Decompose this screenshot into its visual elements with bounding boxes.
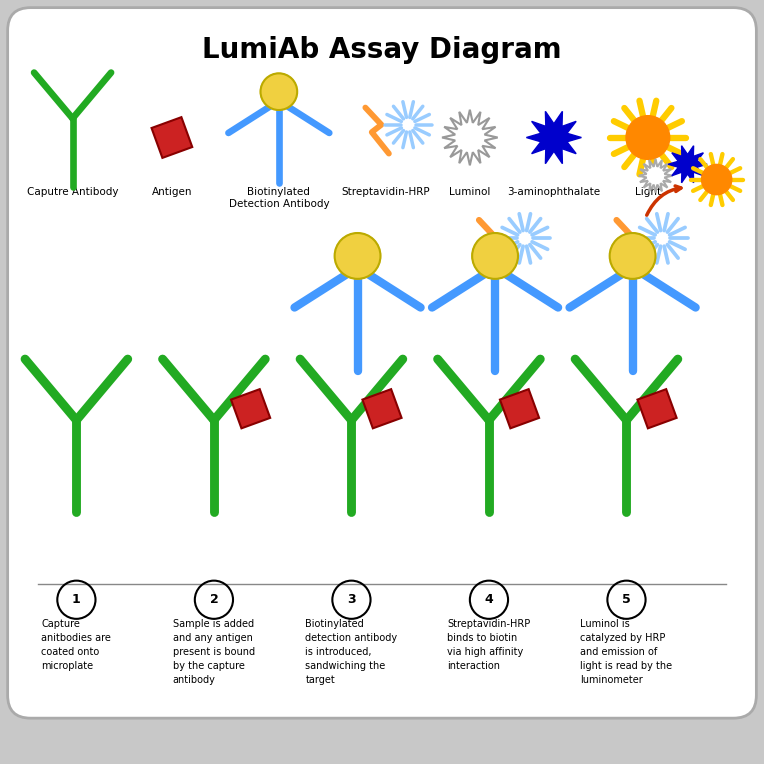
Bar <box>231 389 270 429</box>
Text: 3: 3 <box>347 593 356 607</box>
Circle shape <box>701 164 732 195</box>
Text: 1: 1 <box>72 593 81 607</box>
Circle shape <box>335 233 380 279</box>
Circle shape <box>610 233 656 279</box>
Text: 5: 5 <box>622 593 631 607</box>
Circle shape <box>261 73 297 110</box>
FancyBboxPatch shape <box>8 8 756 718</box>
Text: Biotinylated
detection antibody
is introduced,
sandwiching the
target: Biotinylated detection antibody is intro… <box>306 619 397 685</box>
Circle shape <box>626 115 670 160</box>
Text: Capture
anitbodies are
coated onto
microplate: Capture anitbodies are coated onto micro… <box>41 619 112 671</box>
Text: LumiAb Assay Diagram: LumiAb Assay Diagram <box>202 36 562 63</box>
Text: Streptavidin-HRP
binds to biotin
via high affinity
interaction: Streptavidin-HRP binds to biotin via hig… <box>448 619 530 671</box>
Text: 3-aminophthalate: 3-aminophthalate <box>507 187 601 197</box>
Text: Antigen: Antigen <box>151 187 193 197</box>
Text: Luminol is
catalyzed by HRP
and emission of
light is read by the
luminometer: Luminol is catalyzed by HRP and emission… <box>581 619 672 685</box>
Text: Biotinylated
Detection Antibody: Biotinylated Detection Antibody <box>228 187 329 209</box>
Circle shape <box>472 233 518 279</box>
Text: 2: 2 <box>209 593 219 607</box>
Bar <box>362 389 402 429</box>
Text: Sample is added
and any antigen
present is bound
by the capture
antibody: Sample is added and any antigen present … <box>173 619 255 685</box>
Bar <box>500 389 539 429</box>
Text: Light: Light <box>635 187 661 197</box>
Polygon shape <box>442 110 497 165</box>
Bar <box>637 389 677 429</box>
Text: 4: 4 <box>484 593 494 607</box>
Bar <box>151 117 193 158</box>
Text: Luminol: Luminol <box>449 187 490 197</box>
Text: Caputre Antibody: Caputre Antibody <box>27 187 118 197</box>
Polygon shape <box>668 146 707 183</box>
Polygon shape <box>526 112 581 163</box>
Polygon shape <box>639 159 672 193</box>
Text: Streptavidin-HRP: Streptavidin-HRP <box>342 187 430 197</box>
